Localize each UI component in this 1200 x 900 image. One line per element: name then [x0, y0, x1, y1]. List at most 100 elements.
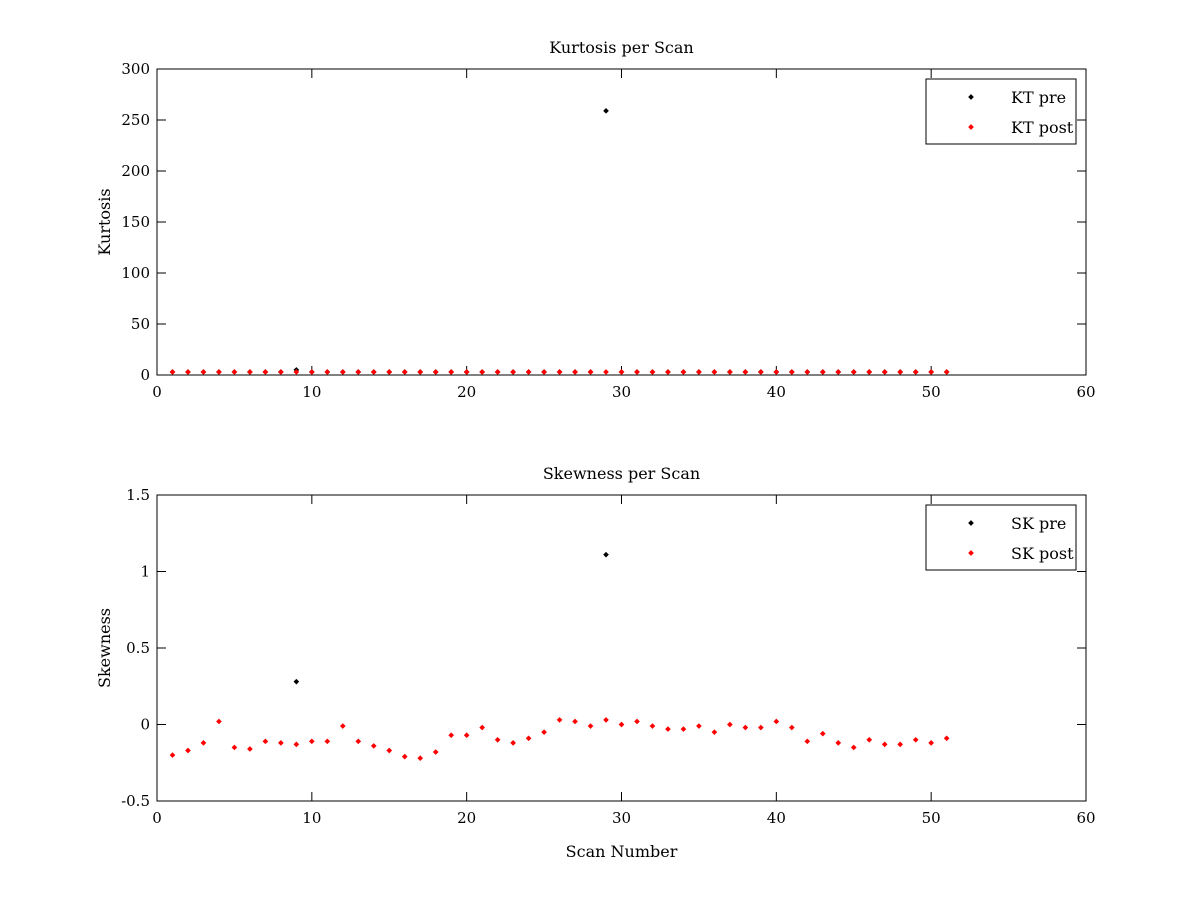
data-point [850, 369, 857, 375]
data-point [463, 732, 470, 739]
data-point [479, 369, 485, 375]
data-point [928, 369, 934, 375]
x-tick-label: 30 [612, 383, 631, 401]
data-point [835, 369, 842, 375]
data-point [696, 723, 702, 729]
x-tick-label: 50 [922, 809, 941, 827]
data-point [185, 369, 191, 375]
legend-label: KT post [1011, 118, 1074, 137]
data-point [912, 736, 919, 743]
data-point [680, 369, 687, 375]
x-tick-label: 10 [302, 809, 321, 827]
data-point [758, 724, 764, 731]
data-point [525, 369, 532, 375]
legend-marker [968, 520, 974, 526]
data-point [649, 723, 656, 729]
data-point [912, 369, 919, 375]
data-point [866, 736, 873, 743]
data-point [603, 551, 609, 558]
data-point [278, 740, 284, 746]
data-point [556, 717, 563, 723]
data-point [386, 369, 393, 375]
data-point [711, 729, 718, 735]
data-point [680, 726, 687, 732]
data-point [479, 724, 485, 731]
data-point [231, 369, 238, 375]
y-tick-label: 100 [121, 264, 150, 282]
data-point [216, 369, 222, 375]
data-point [603, 369, 609, 375]
legend-box [925, 78, 1077, 145]
data-point [742, 369, 749, 375]
data-point [339, 369, 346, 375]
data-point [494, 369, 501, 375]
y-tick-label: -0.5 [121, 792, 150, 810]
series-1 [293, 551, 609, 685]
chart-title: Skewness per Scan [543, 464, 700, 483]
legend-label: SK post [1011, 544, 1074, 563]
data-point [943, 735, 950, 742]
data-point [293, 678, 300, 685]
data-point [804, 369, 811, 375]
data-point [262, 738, 269, 745]
data-point [742, 724, 749, 731]
legend-box [925, 504, 1077, 571]
data-point [417, 755, 424, 761]
legend-label: SK pre [1011, 514, 1066, 533]
data-point [401, 369, 408, 375]
data-point [758, 369, 764, 375]
data-point [510, 740, 516, 746]
data-point [169, 369, 176, 375]
data-point [200, 740, 207, 746]
data-point [928, 740, 934, 746]
data-point [587, 369, 594, 375]
data-point [494, 736, 501, 743]
y-tick-label: 0 [140, 716, 150, 734]
data-point [649, 369, 656, 375]
data-point [324, 738, 331, 745]
x-axis-label: Scan Number [566, 842, 678, 861]
x-tick-label: 30 [612, 809, 631, 827]
x-tick-label: 40 [767, 809, 786, 827]
data-point [355, 369, 362, 375]
legend-label: KT pre [1011, 88, 1066, 107]
y-tick-label: 300 [121, 60, 150, 78]
data-point [448, 732, 455, 739]
data-point [339, 723, 346, 729]
data-point [417, 369, 424, 375]
data-point [231, 744, 238, 751]
data-point [169, 752, 176, 758]
y-tick-label: 0.5 [126, 639, 150, 657]
data-point [804, 738, 811, 745]
x-tick-label: 60 [1076, 809, 1095, 827]
data-point [309, 738, 315, 745]
data-point [587, 723, 594, 729]
x-tick-label: 0 [152, 383, 162, 401]
data-point [200, 369, 207, 375]
legend-marker [968, 94, 974, 100]
data-point [293, 741, 300, 748]
data-point [881, 369, 888, 375]
data-point [309, 369, 315, 375]
series-2 [169, 717, 950, 761]
y-tick-label: 1 [140, 563, 150, 581]
data-point [881, 741, 888, 748]
x-tick-label: 60 [1076, 383, 1095, 401]
legend: SK pre SK post [925, 504, 1077, 571]
data-point [525, 735, 532, 742]
y-tick-label: 1.5 [126, 486, 150, 504]
data-point [185, 747, 191, 754]
data-point [773, 369, 780, 375]
data-point [634, 718, 640, 725]
x-tick-label: 20 [457, 809, 476, 827]
data-point [773, 718, 780, 725]
data-point [727, 369, 733, 375]
legend: KT pre KT post [925, 78, 1077, 145]
data-point [943, 369, 950, 375]
data-point [897, 369, 904, 375]
y-tick-label: 150 [121, 213, 150, 231]
data-point [541, 369, 547, 375]
legend-marker [968, 550, 974, 556]
data-point [355, 738, 362, 745]
